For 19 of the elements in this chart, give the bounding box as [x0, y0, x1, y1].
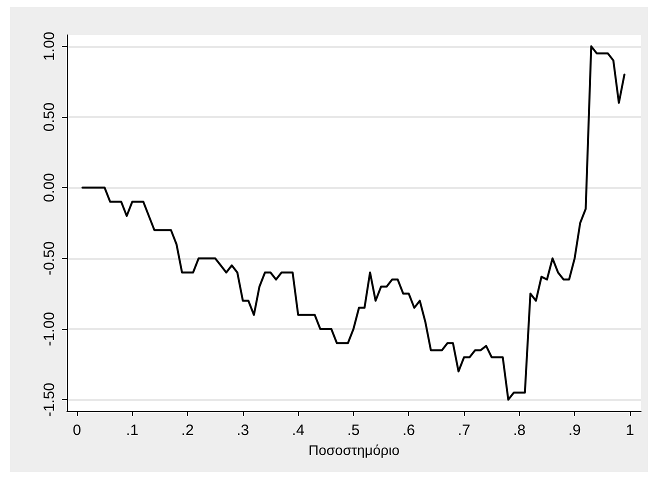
x-tick-label: .2: [181, 422, 194, 439]
x-tick-label: .8: [513, 422, 526, 439]
y-tick-label: -1.00: [41, 312, 58, 346]
y-tick-label: -0.50: [41, 241, 58, 276]
x-tick-label: .5: [347, 422, 360, 439]
x-tick-label: .3: [236, 422, 250, 439]
line-series: [81, 45, 626, 401]
x-axis-title: Ποσοστημόριο: [308, 442, 400, 458]
y-tick-label: -1.50: [41, 382, 58, 417]
x-tick-label: .7: [458, 422, 470, 439]
y-tick-label: 0.00: [41, 173, 58, 202]
x-tick-label: 0: [72, 422, 82, 439]
y-tick-label: 0.50: [41, 102, 58, 132]
x-tick-label: .4: [292, 422, 304, 439]
y-tick-label: 1.00: [41, 32, 58, 61]
x-tick-label: .9: [568, 422, 581, 439]
x-tick-label: 1: [626, 422, 634, 439]
x-tick-label: .1: [126, 422, 139, 439]
x-tick-label: .6: [402, 422, 416, 439]
